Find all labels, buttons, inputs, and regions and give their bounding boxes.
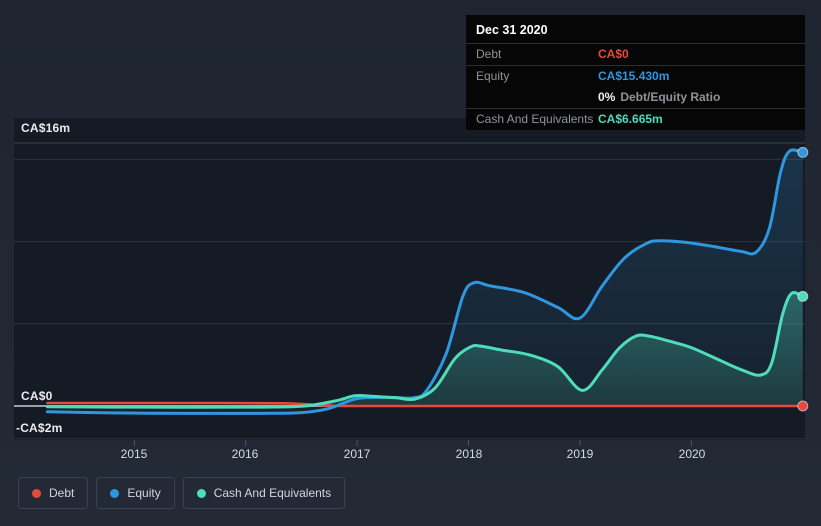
x-tick-2018: 2018 xyxy=(455,447,483,461)
debt-dot-icon xyxy=(32,488,41,498)
tooltip-ratio-label: Debt/Equity Ratio xyxy=(620,90,721,104)
x-tick-2015: 2015 xyxy=(120,447,148,461)
cash-line xyxy=(45,291,805,409)
tooltip-cash-value: CA$6.665m xyxy=(598,112,663,126)
legend-debt-label: Debt xyxy=(49,486,75,500)
tooltip-ratio-value: 0% xyxy=(598,90,616,104)
tooltip-debt-label: Debt xyxy=(476,47,502,61)
tooltip-row-cash: Cash And Equivalents CA$6.665m xyxy=(466,108,805,130)
cash-dot-icon xyxy=(196,488,206,498)
legend-item-equity[interactable]: Equity xyxy=(96,477,175,509)
cash-endpoint-dot xyxy=(797,290,809,302)
equity-endpoint-dot xyxy=(797,146,809,158)
legend-equity-label: Equity xyxy=(127,486,161,500)
equity-line xyxy=(45,148,805,415)
tooltip-equity-value: CA$15.430m xyxy=(598,69,670,83)
x-tick-2020: 2020 xyxy=(678,447,706,461)
y-axis-label-top: CA$16m xyxy=(21,121,71,135)
x-tick-2017: 2017 xyxy=(343,447,371,461)
legend-item-debt[interactable]: Debt xyxy=(18,477,89,509)
chart-legend: Debt Equity Cash And Equivalents xyxy=(18,477,346,509)
tooltip-row-debt: Debt CA$0 xyxy=(466,43,805,65)
tooltip-row-equity: Equity CA$15.430m xyxy=(466,65,805,87)
equity-dot-icon xyxy=(110,488,120,498)
y-axis-label-negative: -CA$2m xyxy=(16,421,63,435)
legend-item-cash[interactable]: Cash And Equivalents xyxy=(182,477,346,509)
tooltip-equity-label: Equity xyxy=(476,69,510,83)
equity-area xyxy=(47,149,803,414)
debt-endpoint-dot xyxy=(797,400,809,412)
tooltip-cash-label: Cash And Equivalents xyxy=(476,112,594,126)
legend-cash-label: Cash And Equivalents xyxy=(213,486,332,500)
tooltip-debt-value: CA$0 xyxy=(598,47,629,61)
x-tick-2019: 2019 xyxy=(566,447,594,461)
cash-area xyxy=(47,292,803,408)
tooltip-date: Dec 31 2020 xyxy=(476,23,548,37)
chart-tooltip: Dec 31 2020 Debt CA$0 Equity CA$15.430m … xyxy=(466,15,805,130)
y-axis-label-zero: CA$0 xyxy=(21,389,53,403)
x-tick-2016: 2016 xyxy=(231,447,259,461)
tooltip-row-ratio: 0% Debt/Equity Ratio xyxy=(466,87,805,108)
